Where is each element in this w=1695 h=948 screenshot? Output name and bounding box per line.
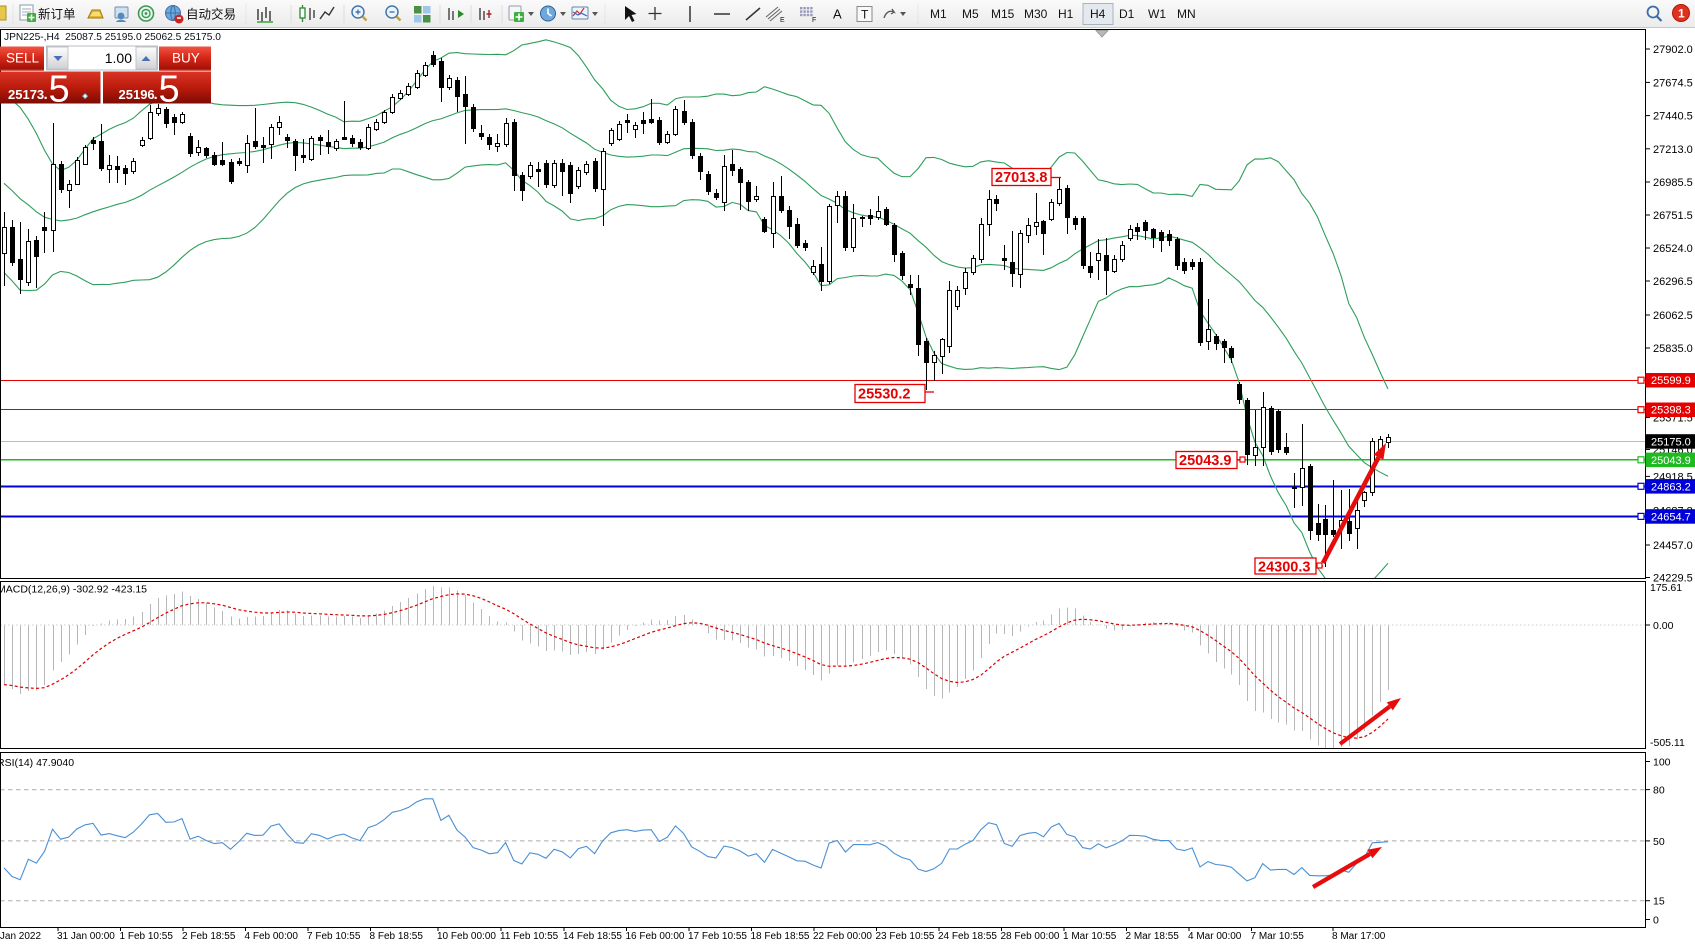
- svg-text:26296.5: 26296.5: [1653, 276, 1693, 288]
- svg-text:18 Feb 18:55: 18 Feb 18:55: [751, 931, 810, 942]
- svg-text:26524.0: 26524.0: [1653, 243, 1693, 255]
- svg-text:E: E: [780, 17, 785, 24]
- svg-text:1: 1: [1678, 7, 1685, 21]
- svg-text:25175.0: 25175.0: [1651, 436, 1691, 448]
- svg-text:5: 5: [49, 69, 70, 111]
- svg-text:27 Jan 2022: 27 Jan 2022: [0, 931, 41, 942]
- svg-text:5: 5: [159, 69, 180, 111]
- svg-text:MACD(12,26,9) -302.92 -423.15: MACD(12,26,9) -302.92 -423.15: [0, 584, 147, 596]
- svg-text:M5: M5: [962, 7, 979, 21]
- svg-text:8 Feb 18:55: 8 Feb 18:55: [370, 931, 424, 942]
- svg-text:80: 80: [1653, 785, 1665, 797]
- svg-text:25398.3: 25398.3: [1651, 405, 1691, 417]
- svg-text:1 Feb 10:55: 1 Feb 10:55: [120, 931, 174, 942]
- svg-text:2 Feb 18:55: 2 Feb 18:55: [182, 931, 236, 942]
- svg-text:17 Feb 10:55: 17 Feb 10:55: [688, 931, 747, 942]
- svg-text:14 Feb 18:55: 14 Feb 18:55: [563, 931, 622, 942]
- svg-text:27440.5: 27440.5: [1653, 111, 1693, 123]
- svg-text:26062.5: 26062.5: [1653, 310, 1693, 322]
- svg-text:16 Feb 00:00: 16 Feb 00:00: [626, 931, 685, 942]
- svg-text:27213.0: 27213.0: [1653, 144, 1693, 156]
- svg-text:2 Mar 18:55: 2 Mar 18:55: [1126, 931, 1180, 942]
- svg-text:10 Feb 00:00: 10 Feb 00:00: [437, 931, 496, 942]
- svg-text:D1: D1: [1119, 7, 1135, 21]
- svg-text:F: F: [812, 17, 816, 24]
- svg-text:7 Mar 10:55: 7 Mar 10:55: [1251, 931, 1305, 942]
- svg-text:自动交易: 自动交易: [186, 7, 236, 22]
- svg-text:W1: W1: [1148, 7, 1166, 21]
- svg-text:50: 50: [1653, 836, 1665, 848]
- svg-text:BUY: BUY: [172, 51, 200, 66]
- svg-text:A: A: [833, 7, 842, 22]
- svg-text:22 Feb 00:00: 22 Feb 00:00: [813, 931, 872, 942]
- svg-text:0.00: 0.00: [1653, 620, 1674, 632]
- svg-text:新订单: 新订单: [38, 7, 76, 22]
- svg-text:M15: M15: [991, 7, 1015, 21]
- svg-text:25835.0: 25835.0: [1653, 343, 1693, 355]
- svg-text:M1: M1: [930, 7, 947, 21]
- svg-text:175.61: 175.61: [1650, 582, 1682, 594]
- svg-text:25530.2: 25530.2: [858, 387, 910, 403]
- svg-text:.: .: [44, 86, 48, 103]
- svg-text:4 Mar 00:00: 4 Mar 00:00: [1188, 931, 1242, 942]
- svg-text:.: .: [154, 86, 158, 103]
- svg-text:24863.2: 24863.2: [1651, 481, 1691, 493]
- svg-text:25196: 25196: [119, 87, 155, 102]
- svg-text:26985.5: 26985.5: [1653, 177, 1693, 189]
- svg-text:7 Feb 10:55: 7 Feb 10:55: [307, 931, 361, 942]
- svg-text:27674.5: 27674.5: [1653, 77, 1693, 89]
- svg-text:25173: 25173: [8, 87, 44, 102]
- svg-text:RSI(14) 47.9040: RSI(14) 47.9040: [0, 757, 74, 769]
- svg-text:H4: H4: [1090, 7, 1106, 21]
- svg-text:-505.11: -505.11: [1650, 737, 1685, 749]
- svg-text:27902.0: 27902.0: [1653, 44, 1693, 56]
- svg-text:28 Feb 00:00: 28 Feb 00:00: [1001, 931, 1060, 942]
- svg-text:1 Mar 10:55: 1 Mar 10:55: [1063, 931, 1117, 942]
- svg-text:24300.3: 24300.3: [1258, 560, 1310, 576]
- svg-text:26751.5: 26751.5: [1653, 210, 1693, 222]
- svg-text:11 Feb 10:55: 11 Feb 10:55: [500, 931, 559, 942]
- svg-text:31 Jan 00:00: 31 Jan 00:00: [57, 931, 115, 942]
- svg-text:15: 15: [1653, 896, 1665, 908]
- svg-text:24457.0: 24457.0: [1653, 540, 1693, 552]
- svg-text:23 Feb 10:55: 23 Feb 10:55: [876, 931, 935, 942]
- svg-text:100: 100: [1653, 757, 1671, 769]
- svg-text:25043.9: 25043.9: [1179, 453, 1231, 469]
- svg-text:JPN225-,H4 25087.5 25195.0 25: JPN225-,H4 25087.5 25195.0 25062.5 25175…: [4, 32, 221, 43]
- svg-text:SELL: SELL: [6, 51, 40, 66]
- svg-text:27013.8: 27013.8: [995, 170, 1047, 186]
- svg-text:24654.7: 24654.7: [1651, 511, 1691, 523]
- svg-text:M30: M30: [1024, 7, 1048, 21]
- svg-text:25599.9: 25599.9: [1651, 375, 1691, 387]
- svg-text:1.00: 1.00: [105, 50, 132, 66]
- svg-text:T: T: [861, 8, 869, 22]
- svg-text:24 Feb 18:55: 24 Feb 18:55: [938, 931, 997, 942]
- svg-text:4 Feb 00:00: 4 Feb 00:00: [245, 931, 299, 942]
- svg-text:8 Mar 17:00: 8 Mar 17:00: [1332, 931, 1386, 942]
- svg-text:25043.9: 25043.9: [1651, 455, 1691, 467]
- svg-text:MN: MN: [1177, 7, 1196, 21]
- svg-text:0: 0: [1653, 915, 1659, 927]
- svg-text:H1: H1: [1058, 7, 1074, 21]
